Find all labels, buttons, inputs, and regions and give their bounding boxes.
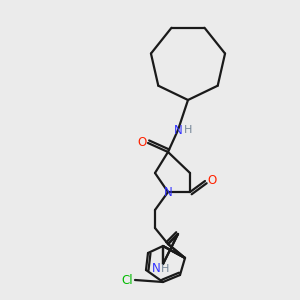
Text: N: N [164,185,172,199]
Text: O: O [207,175,217,188]
Text: Cl: Cl [121,274,133,286]
Text: H: H [184,125,192,135]
Text: H: H [161,264,169,274]
Text: O: O [137,136,147,149]
Text: N: N [152,262,160,275]
Text: N: N [174,124,182,136]
